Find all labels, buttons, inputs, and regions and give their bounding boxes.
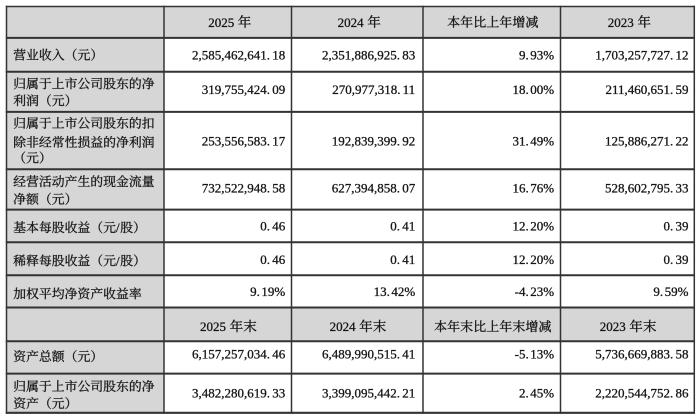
svg-text:12.20%: 12. 20% [513, 219, 555, 234]
svg-text:270,977,318.11: 270,977,318. 11 [332, 82, 415, 97]
svg-text:211,460,651.59: 211,460,651. 59 [606, 82, 689, 97]
svg-text:253,556,583.17: 253,556,583. 17 [202, 133, 286, 148]
svg-text:2024: 2024 [330, 319, 357, 334]
svg-text:13.42%: 13. 42% [374, 284, 416, 299]
svg-text:0.41: 0. 41 [390, 219, 415, 234]
svg-text:-4.23%: -4. 23% [515, 284, 555, 299]
svg-text:2025: 2025 [200, 319, 226, 334]
svg-text:2,351,886,925.83: 2,351,886,925. 83 [322, 47, 415, 62]
svg-text:31.49%: 31. 49% [513, 133, 555, 148]
svg-text:0.39: 0. 39 [664, 219, 689, 234]
svg-text:9.19%: 9. 19% [250, 284, 285, 299]
svg-text:12.20%: 12. 20% [513, 252, 555, 267]
svg-text:2023: 2023 [600, 319, 626, 334]
svg-text:0.41: 0. 41 [390, 252, 415, 267]
svg-text:2,585,462,641.18: 2,585,462,641. 18 [192, 47, 285, 62]
svg-text:1,703,257,727.12: 1,703,257,727. 12 [595, 47, 688, 62]
svg-text:528,602,795.33: 528,602,795. 33 [605, 181, 688, 196]
svg-text:732,522,948.58: 732,522,948. 58 [202, 181, 285, 196]
svg-text:18.00%: 18. 00% [513, 82, 555, 97]
svg-text:3,482,280,619.33: 3,482,280,619. 33 [192, 385, 285, 400]
svg-text:2024: 2024 [338, 15, 365, 30]
svg-text:3,399,095,442.21: 3,399,095,442. 21 [322, 385, 415, 400]
svg-text:9.93%: 9. 93% [519, 47, 554, 62]
svg-text:6,157,257,034.46: 6,157,257,034. 46 [192, 347, 286, 362]
svg-text:-5.13%: -5. 13% [515, 347, 555, 362]
svg-text:192,839,399.92: 192,839,399. 92 [332, 133, 415, 148]
svg-text:5,736,669,883.58: 5,736,669,883. 58 [595, 347, 688, 362]
svg-text:/: / [116, 220, 120, 235]
svg-text:319,755,424.09: 319,755,424. 09 [202, 82, 285, 97]
svg-text:0.46: 0. 46 [260, 252, 285, 267]
svg-text:2.45%: 2. 45% [519, 385, 554, 400]
svg-text:6,489,990,515.41: 6,489,990,515. 41 [322, 347, 415, 362]
svg-text:0.46: 0. 46 [260, 219, 285, 234]
svg-text:2025: 2025 [208, 15, 234, 30]
svg-text:16.76%: 16. 76% [513, 181, 555, 196]
svg-text:0.39: 0. 39 [664, 252, 689, 267]
svg-text:2,220,544,752.86: 2,220,544,752. 86 [595, 385, 689, 400]
svg-text:9.59%: 9. 59% [653, 284, 688, 299]
svg-text:627,394,858.07: 627,394,858. 07 [332, 181, 416, 196]
svg-text:125,886,271.22: 125,886,271. 22 [605, 133, 688, 148]
svg-text:/: / [116, 253, 120, 268]
svg-text:2023: 2023 [608, 15, 634, 30]
